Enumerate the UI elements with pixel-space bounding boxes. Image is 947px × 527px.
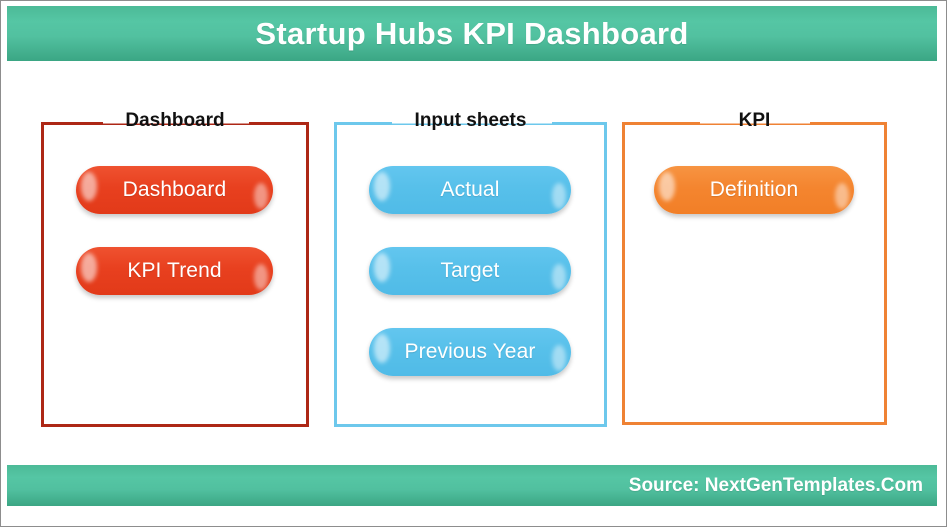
nav-button-kpi-trend-label: KPI Trend	[127, 259, 222, 282]
nav-button-previous-year[interactable]: Previous Year	[369, 328, 571, 376]
nav-button-dashboard-label: Dashboard	[122, 178, 227, 201]
group-kpi: KPI	[622, 109, 887, 425]
group-kpi-frame-notch	[700, 120, 810, 124]
group-dashboard-frame-notch	[103, 120, 249, 124]
nav-button-target-label: Target	[440, 259, 500, 282]
header-bar: Startup Hubs KPI Dashboard	[7, 6, 937, 61]
group-input-sheets-frame-notch	[392, 120, 552, 124]
group-dashboard-frame	[41, 122, 309, 427]
group-dashboard: Dashboard	[41, 109, 309, 427]
nav-button-previous-year-label: Previous Year	[404, 340, 536, 363]
nav-button-dashboard[interactable]: Dashboard	[76, 166, 273, 214]
nav-button-actual[interactable]: Actual	[369, 166, 571, 214]
group-input-sheets-frame	[334, 122, 607, 427]
footer-bar: Source: NextGenTemplates.Com	[7, 465, 937, 506]
footer-source-text: Source: NextGenTemplates.Com	[628, 474, 923, 496]
nav-button-kpi-trend[interactable]: KPI Trend	[76, 247, 273, 295]
nav-button-target[interactable]: Target	[369, 247, 571, 295]
group-input-sheets: Input sheets	[334, 109, 607, 427]
nav-button-definition[interactable]: Definition	[654, 166, 854, 214]
group-kpi-frame	[622, 122, 887, 425]
nav-button-definition-label: Definition	[709, 178, 799, 201]
nav-button-actual-label: Actual	[440, 178, 500, 201]
group-kpi-label: KPI	[738, 110, 771, 131]
group-input-sheets-label: Input sheets	[414, 110, 527, 131]
page-title: Startup Hubs KPI Dashboard	[255, 15, 689, 51]
group-dashboard-label: Dashboard	[125, 110, 225, 131]
